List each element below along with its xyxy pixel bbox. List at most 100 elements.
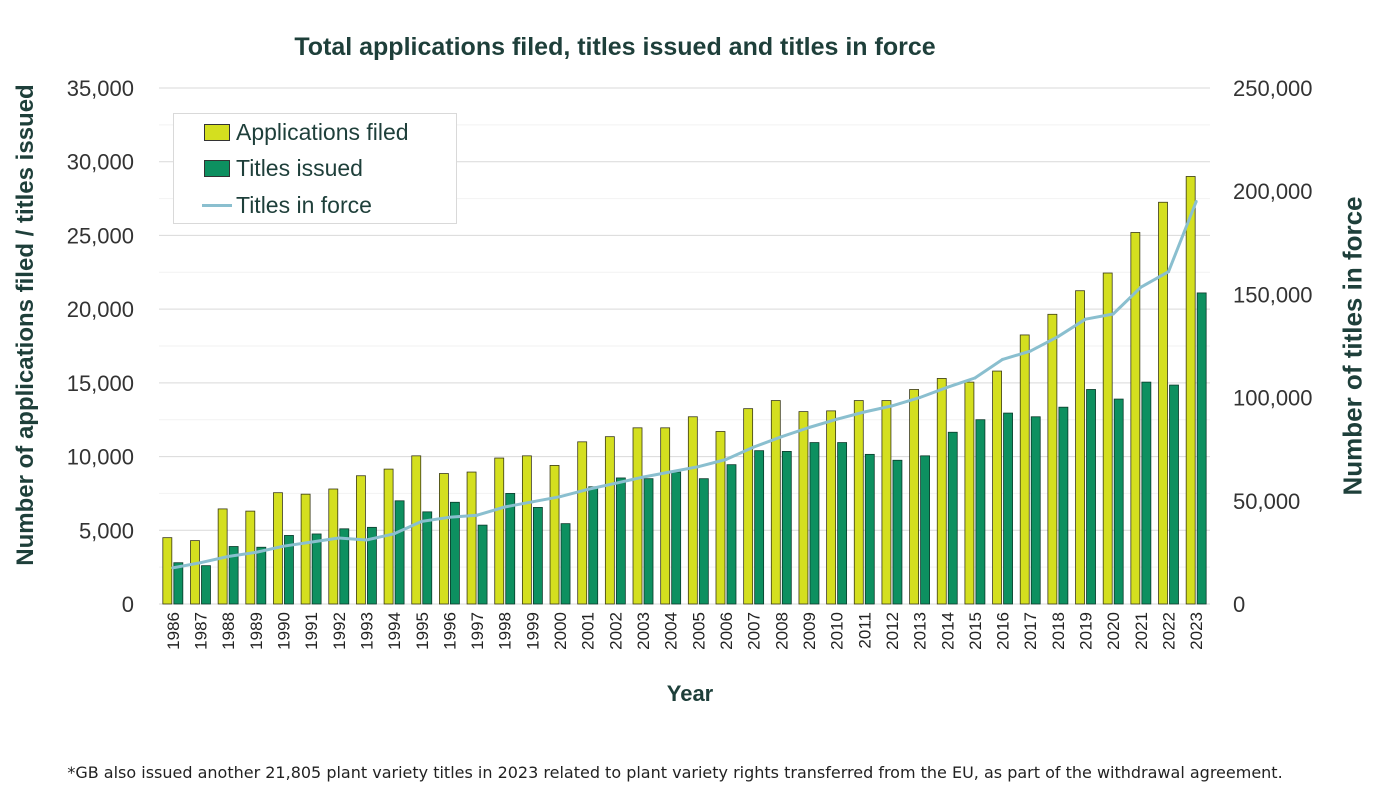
bar-titles-issued-2002	[615, 477, 626, 605]
bar-titles-issued-2018	[1058, 406, 1069, 605]
x-tick-label-2012: 2012	[883, 612, 902, 650]
x-tick-label-1987: 1987	[191, 612, 210, 650]
legend-swatch-applications	[204, 123, 230, 141]
bar-applications-2015	[964, 381, 975, 605]
x-tick-label-2013: 2013	[911, 612, 930, 650]
point-titles-in-force-2020	[1111, 312, 1115, 316]
bar-titles-issued-2011	[864, 453, 875, 605]
x-tick-label-1993: 1993	[357, 612, 376, 650]
x-tick-label-1992: 1992	[330, 612, 349, 650]
point-titles-in-force-1997	[475, 513, 479, 517]
bar-applications-2001	[577, 441, 588, 605]
bar-applications-2010	[826, 410, 837, 605]
bar-applications-1989	[245, 510, 256, 605]
x-tick-label-1988: 1988	[219, 612, 238, 650]
bar-titles-issued-1992	[339, 528, 350, 605]
bar-titles-issued-1991	[311, 533, 322, 605]
bar-applications-1998	[494, 457, 505, 605]
bar-applications-2003	[632, 427, 643, 605]
point-titles-in-force-2016	[1001, 357, 1005, 361]
x-tick-label-2011: 2011	[855, 612, 874, 649]
right-tick-label: 100,000	[1233, 386, 1313, 411]
left-tick-label: 5,000	[79, 518, 134, 543]
bar-applications-2011	[853, 400, 864, 605]
bar-applications-2000	[549, 465, 560, 605]
point-titles-in-force-2006	[724, 458, 728, 462]
point-titles-in-force-2022	[1167, 270, 1171, 274]
x-tick-label-1997: 1997	[468, 612, 487, 650]
right-axis-label: Number of titles in force	[1337, 196, 1368, 496]
bar-titles-issued-1995	[422, 511, 433, 605]
point-titles-in-force-1988	[226, 555, 230, 559]
bar-titles-issued-1988	[228, 546, 239, 605]
bar-applications-1996	[439, 473, 449, 605]
x-tick-label-2007: 2007	[745, 612, 764, 650]
point-titles-in-force-2021	[1139, 285, 1143, 289]
bar-titles-issued-2016	[1003, 412, 1013, 605]
bar-titles-issued-1998	[505, 493, 516, 605]
x-tick-label-1986: 1986	[164, 612, 183, 650]
legend-swatch-titles-issued	[204, 159, 230, 177]
legend-item-applications: Applications filed	[204, 117, 409, 147]
point-titles-in-force-2004	[669, 470, 673, 474]
bar-titles-issued-2019	[1086, 389, 1096, 605]
point-titles-in-force-1993	[364, 538, 368, 542]
x-tick-label-2019: 2019	[1077, 612, 1096, 650]
point-titles-in-force-2013	[918, 396, 922, 400]
bar-titles-issued-1999	[532, 507, 543, 605]
bar-applications-2012	[881, 400, 892, 605]
point-titles-in-force-2010	[835, 417, 839, 421]
point-titles-in-force-1986	[171, 566, 175, 570]
left-tick-label: 15,000	[67, 371, 134, 396]
bar-titles-issued-2022	[1169, 384, 1179, 605]
x-tick-label-1990: 1990	[274, 612, 293, 650]
bar-titles-issued-2004	[671, 471, 682, 605]
right-tick-label: 0	[1233, 592, 1245, 617]
point-titles-in-force-2011	[862, 410, 866, 414]
point-titles-in-force-2005	[696, 465, 700, 469]
bar-applications-1999	[521, 455, 532, 605]
bar-titles-issued-1987	[201, 565, 211, 605]
x-tick-label-1989: 1989	[247, 612, 266, 650]
bar-applications-2009	[798, 411, 809, 605]
left-tick-label: 25,000	[67, 223, 134, 248]
point-titles-in-force-1999	[530, 500, 534, 504]
chart-title: Total applications filed, titles issued …	[294, 33, 936, 61]
bar-titles-issued-2006	[726, 464, 737, 605]
point-titles-in-force-1994	[392, 532, 396, 536]
bar-titles-issued-2001	[588, 486, 599, 605]
point-titles-in-force-2001	[586, 487, 590, 491]
point-titles-in-force-2002	[613, 481, 617, 485]
point-titles-in-force-1998	[503, 505, 507, 509]
bar-titles-issued-2003	[643, 478, 654, 605]
bar-titles-issued-1986	[173, 562, 184, 605]
point-titles-in-force-2008	[779, 435, 783, 439]
bar-titles-issued-2017	[1030, 416, 1041, 605]
bar-applications-1995	[411, 455, 422, 605]
x-tick-label-2009: 2009	[800, 612, 819, 650]
point-titles-in-force-2018	[1056, 335, 1060, 339]
x-tick-label-2006: 2006	[717, 612, 736, 650]
bar-titles-issued-1993	[367, 526, 377, 605]
right-tick-label: 50,000	[1233, 489, 1300, 514]
x-tick-label-2000: 2000	[551, 612, 570, 650]
bar-applications-2019	[1075, 290, 1085, 605]
bar-applications-2007	[743, 408, 754, 605]
legend-label-titles-in-force: Titles in force	[236, 191, 372, 218]
legend-swatch-titles-in-force	[202, 203, 232, 207]
x-tick-label-1996: 1996	[440, 612, 459, 650]
x-tick-label-2016: 2016	[994, 612, 1013, 650]
point-titles-in-force-2000	[558, 495, 562, 499]
right-tick-label: 200,000	[1233, 179, 1313, 204]
point-titles-in-force-2009	[807, 426, 811, 430]
legend-label-applications: Applications filed	[236, 118, 409, 145]
point-titles-in-force-2014	[945, 385, 949, 389]
x-tick-label-2020: 2020	[1104, 612, 1123, 650]
right-tick-label: 150,000	[1233, 282, 1313, 307]
bar-applications-1986	[162, 537, 173, 605]
point-titles-in-force-1995	[420, 519, 424, 523]
x-tick-label-2015: 2015	[966, 612, 985, 650]
x-tick-label-2005: 2005	[689, 612, 708, 650]
bar-titles-issued-2020	[1113, 398, 1124, 605]
